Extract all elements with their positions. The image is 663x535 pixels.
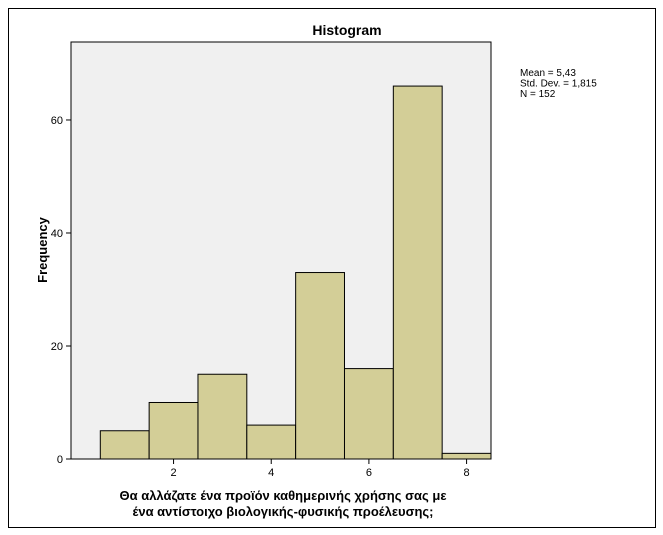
y-tick-label-60: 60 [51, 115, 63, 127]
x-axis-label-line-1: Θα αλλάζατε ένα προϊόν καθημερινής χρήση… [119, 488, 446, 503]
histogram-bar-2 [148, 401, 199, 460]
histogram-bars [99, 85, 492, 460]
summary-statistics: Mean = 5,43 Std. Dev. = 1,815 N = 152 [520, 68, 597, 100]
x-axis: 2 4 6 8 [170, 459, 470, 479]
stat-mean: Mean = 5,43 [520, 68, 576, 79]
y-tick-label-0: 0 [57, 454, 63, 466]
y-tick-label-20: 20 [51, 341, 63, 353]
histogram-bar-4 [246, 424, 297, 460]
x-axis-label-line-2: ένα αντίστοιχο βιολογικής-φυσικής προέλε… [132, 504, 433, 519]
stat-std-dev: Std. Dev. = 1,815 [520, 79, 597, 90]
histogram-bar-3 [197, 373, 248, 460]
x-tick-label-4: 4 [268, 467, 274, 479]
x-tick-label-6: 6 [366, 467, 372, 479]
x-tick-label-8: 8 [464, 467, 470, 479]
histogram-bar-1 [99, 430, 150, 460]
chart-title: Histogram [312, 22, 381, 38]
stat-n: N = 152 [520, 89, 556, 100]
y-axis: 0 20 40 60 [51, 115, 71, 466]
y-axis-label: Frequency [35, 216, 50, 283]
histogram-bar-8 [441, 452, 492, 460]
x-tick-label-2: 2 [170, 467, 176, 479]
y-tick-label-40: 40 [51, 228, 63, 240]
histogram-bar-7 [392, 85, 443, 460]
histogram-bar-6 [343, 368, 394, 460]
histogram-bar-5 [295, 272, 345, 460]
